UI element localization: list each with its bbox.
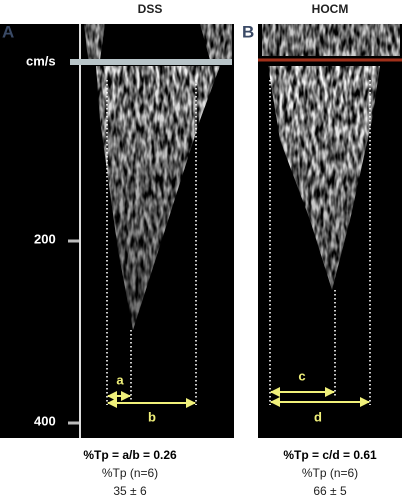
measure-label: b [148, 409, 156, 424]
result-formula: %Tp = a/b = 0.26 [83, 448, 177, 462]
result-value: 35 ± 6 [113, 484, 147, 498]
result-group: %Tp (n=6) [102, 466, 158, 480]
doppler-noise [84, 24, 232, 60]
result-group: %Tp (n=6) [302, 466, 358, 480]
result-formula: %Tp = c/d = 0.61 [283, 448, 377, 462]
measure-label: d [314, 409, 322, 424]
doppler-noise [262, 24, 400, 56]
axis-tick-label: 200 [34, 231, 56, 246]
measure-label: c [298, 368, 305, 383]
panel-title: HOCM [312, 2, 349, 16]
doppler-signal [268, 66, 380, 290]
panel-title: DSS [138, 2, 163, 16]
result-value: 66 ± 5 [313, 484, 347, 498]
axis-tick-label: 400 [34, 413, 56, 428]
doppler-signal [96, 66, 220, 330]
panel-label: B [242, 22, 254, 41]
axis-unit: cm/s [26, 53, 56, 68]
panel-label: A [2, 22, 14, 41]
measure-label: a [116, 372, 124, 387]
